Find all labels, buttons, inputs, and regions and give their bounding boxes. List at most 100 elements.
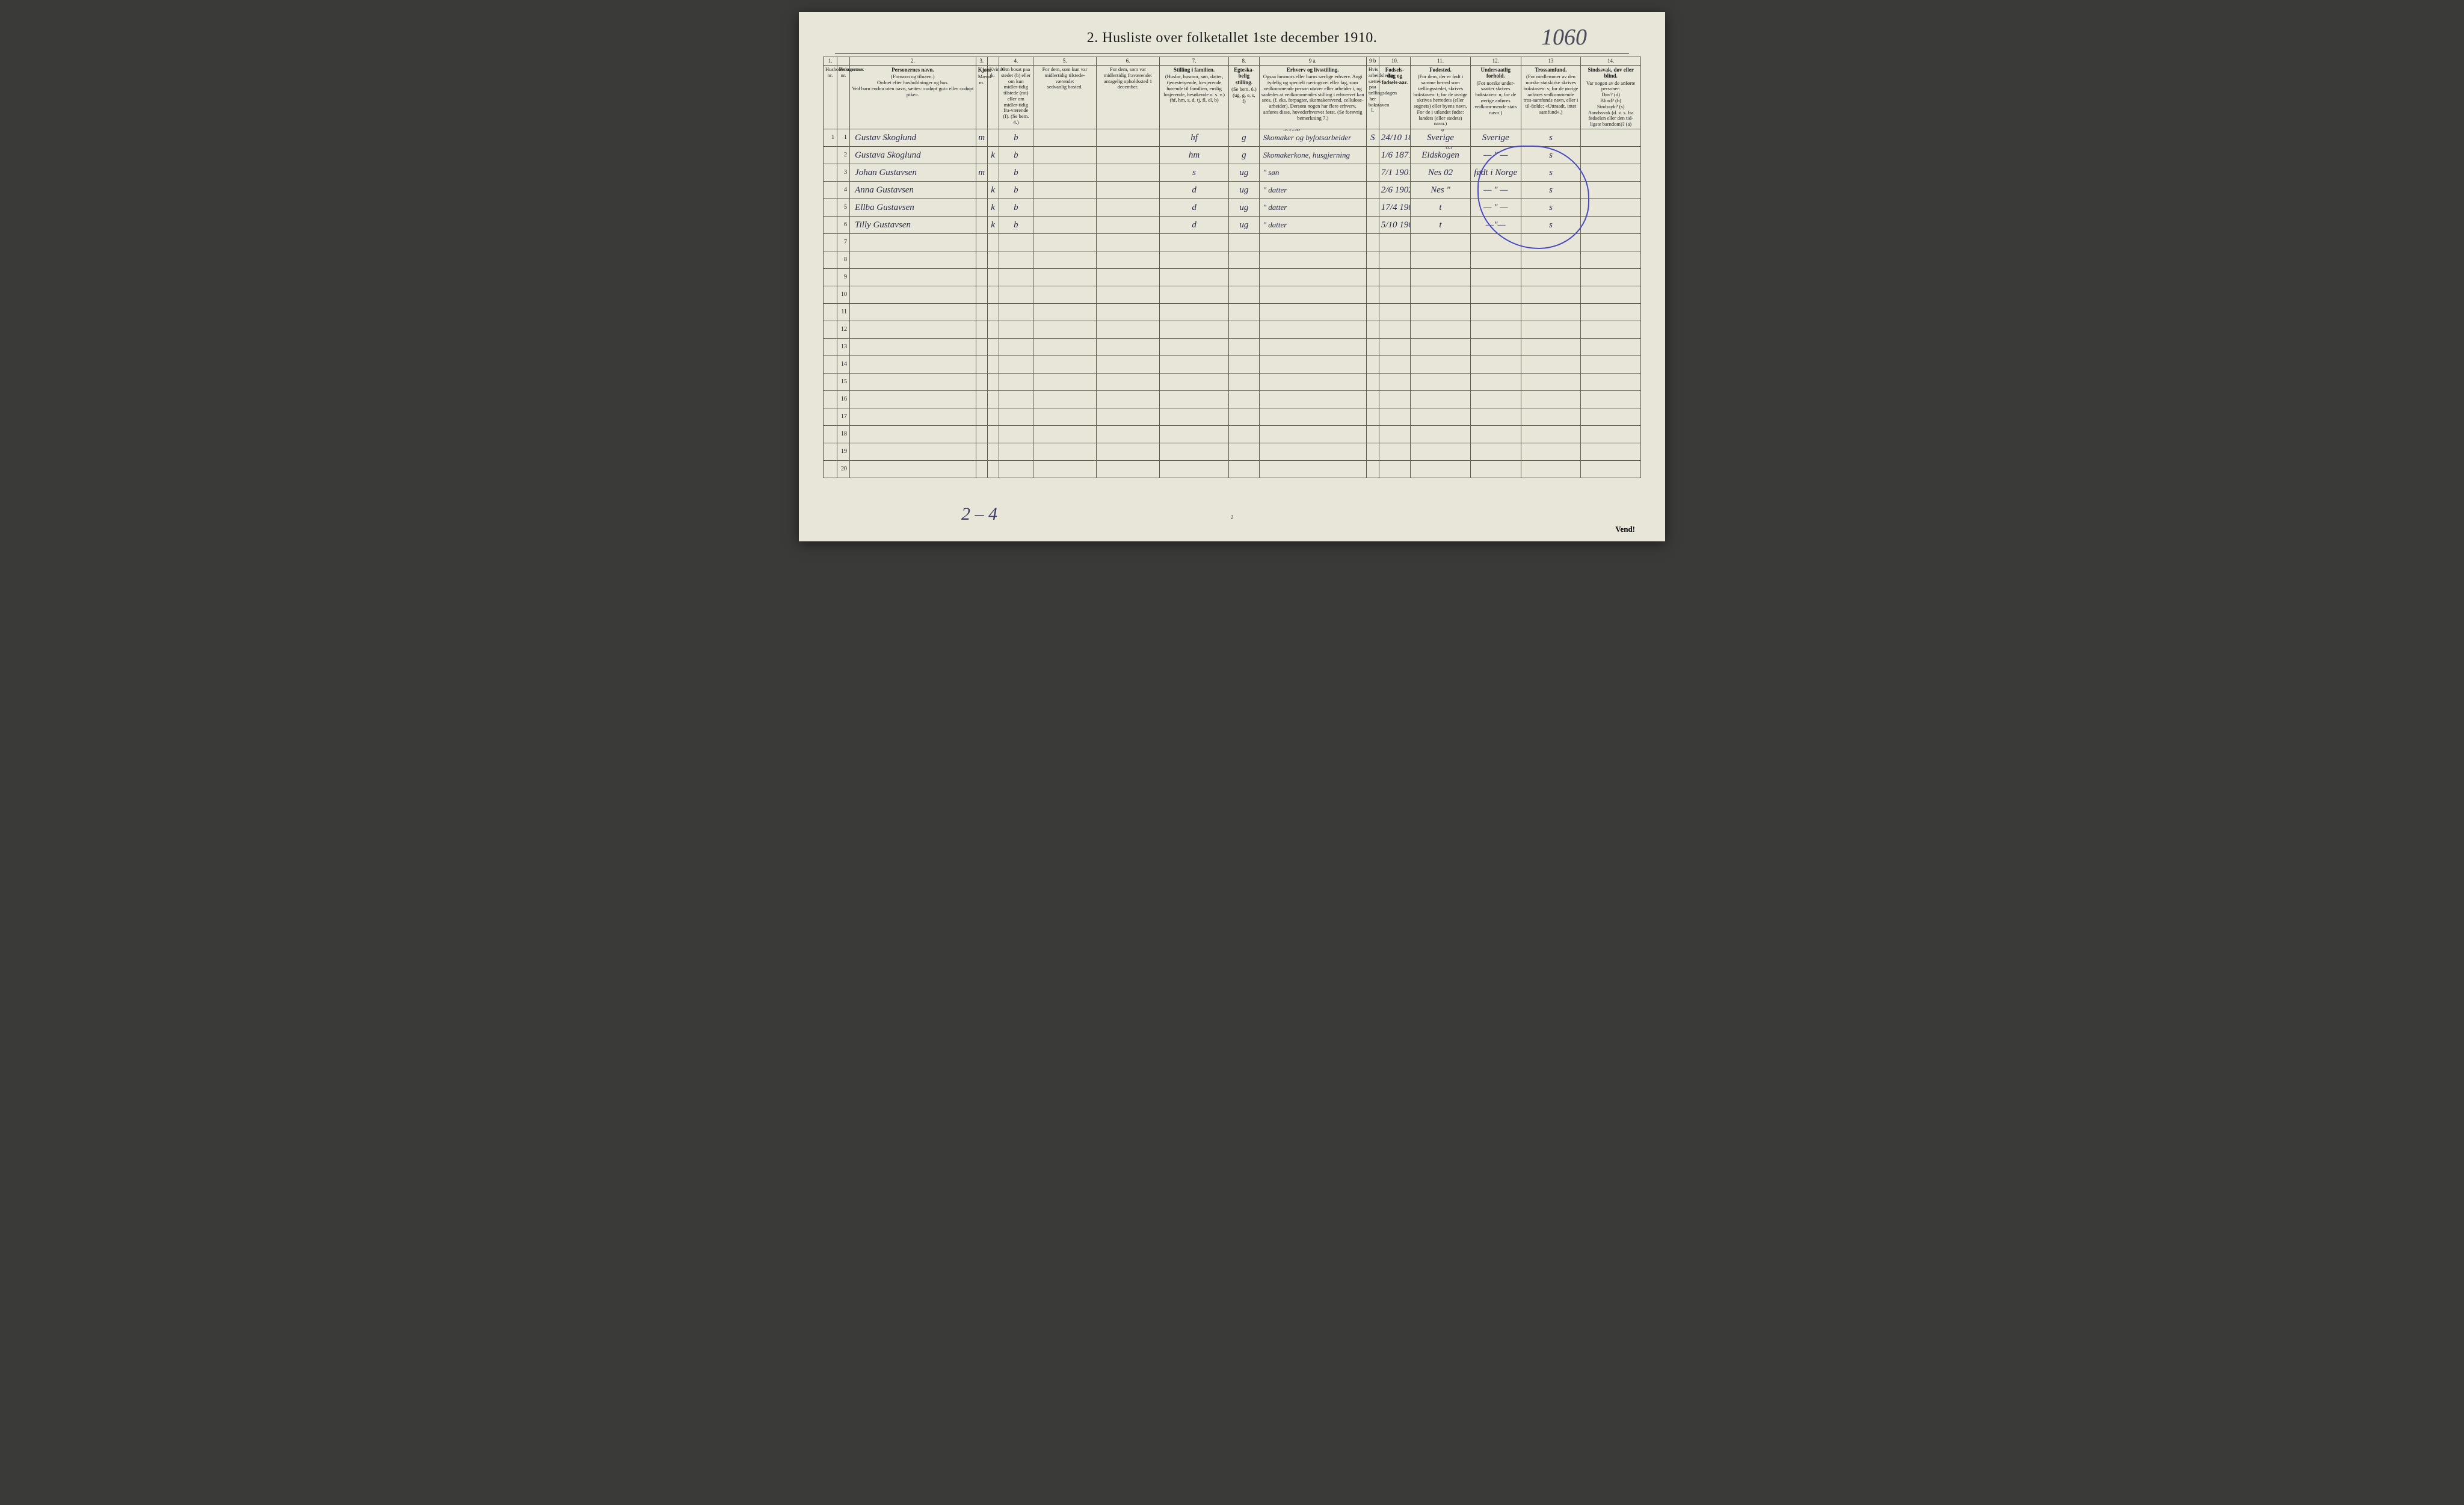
column-number: 8. bbox=[1229, 57, 1259, 66]
cell-empty bbox=[976, 268, 987, 286]
cell-stilling: d bbox=[1159, 199, 1228, 216]
cell-empty bbox=[1470, 408, 1521, 425]
cell-egte: g bbox=[1229, 146, 1259, 164]
cell-empty bbox=[976, 321, 987, 338]
cell-empty bbox=[824, 373, 837, 390]
cell-empty bbox=[1033, 251, 1097, 268]
cell-fodested: Nes 02 bbox=[1411, 164, 1471, 181]
cell-empty bbox=[1229, 460, 1259, 478]
column-number: 14. bbox=[1581, 57, 1641, 66]
cell-empty bbox=[1411, 338, 1471, 355]
column-number bbox=[987, 57, 999, 66]
cell-empty bbox=[1521, 390, 1581, 408]
cell-empty: 13 bbox=[837, 338, 850, 355]
cell-empty bbox=[1259, 425, 1366, 443]
cell-egte: ug bbox=[1229, 199, 1259, 216]
table-row-empty: 11 bbox=[824, 303, 1641, 321]
cell-empty bbox=[1366, 425, 1379, 443]
cell-empty bbox=[824, 268, 837, 286]
cell-col5 bbox=[1033, 199, 1097, 216]
cell-empty: 14 bbox=[837, 355, 850, 373]
column-number: 11. bbox=[1411, 57, 1471, 66]
annotation-above: 3.1.58 bbox=[1284, 129, 1301, 137]
cell-pn: 4 bbox=[837, 181, 850, 199]
cell-col5 bbox=[1033, 129, 1097, 146]
cell-col9b bbox=[1366, 199, 1379, 216]
cell-tros: s bbox=[1521, 164, 1581, 181]
cell-name: Anna Gustavsen bbox=[850, 181, 976, 199]
column-number-row: 1.2.3.4.5.6.7.8.9 a.9 b10.11.12.1314. bbox=[824, 57, 1641, 66]
cell-col14 bbox=[1581, 146, 1641, 164]
cell-fodsel: 17/4 1904 bbox=[1379, 199, 1410, 216]
cell-empty bbox=[1259, 338, 1366, 355]
cell-empty bbox=[850, 321, 976, 338]
cell-empty bbox=[1259, 408, 1366, 425]
cell-empty bbox=[1581, 233, 1641, 251]
cell-pn: 5 bbox=[837, 199, 850, 216]
footer-handwritten-note: 2 – 4 bbox=[961, 504, 997, 525]
cell-empty bbox=[1259, 251, 1366, 268]
cell-empty bbox=[987, 251, 999, 268]
cell-empty bbox=[1470, 286, 1521, 303]
cell-empty bbox=[1366, 408, 1379, 425]
census-page: 1060 2. Husliste over folketallet 1ste d… bbox=[799, 12, 1665, 541]
cell-empty bbox=[1521, 268, 1581, 286]
cell-empty bbox=[1033, 460, 1097, 478]
cell-empty bbox=[999, 408, 1033, 425]
cell-bosat: b bbox=[999, 199, 1033, 216]
cell-empty bbox=[850, 268, 976, 286]
cell-empty bbox=[1411, 251, 1471, 268]
cell-empty bbox=[1259, 373, 1366, 390]
table-row-empty: 8 bbox=[824, 251, 1641, 268]
table-row: 3Johan Gustavsenmbsug" søn7/1 1901Nes 02… bbox=[824, 164, 1641, 181]
cell-empty bbox=[1470, 268, 1521, 286]
cell-empty bbox=[1259, 321, 1366, 338]
cell-col9b bbox=[1366, 164, 1379, 181]
cell-empty bbox=[1033, 303, 1097, 321]
cell-empty: 12 bbox=[837, 321, 850, 338]
cell-m bbox=[976, 181, 987, 199]
cell-empty bbox=[1229, 390, 1259, 408]
cell-empty bbox=[999, 233, 1033, 251]
cell-empty bbox=[824, 233, 837, 251]
cell-empty bbox=[1229, 251, 1259, 268]
cell-empty bbox=[1159, 303, 1228, 321]
cell-col14 bbox=[1581, 129, 1641, 146]
table-row-empty: 15 bbox=[824, 373, 1641, 390]
cell-empty bbox=[1470, 303, 1521, 321]
cell-empty bbox=[1097, 303, 1160, 321]
cell-empty bbox=[1470, 390, 1521, 408]
cell-empty bbox=[824, 408, 837, 425]
cell-empty: 16 bbox=[837, 390, 850, 408]
cell-empty bbox=[850, 355, 976, 373]
cell-empty bbox=[1521, 408, 1581, 425]
cell-empty bbox=[1366, 338, 1379, 355]
table-row: 11Gustav Skoglundmbhfg3.1.58Skomaker og … bbox=[824, 129, 1641, 146]
cell-empty bbox=[1229, 425, 1259, 443]
cell-k: k bbox=[987, 181, 999, 199]
cell-empty bbox=[1097, 460, 1160, 478]
cell-empty bbox=[1097, 425, 1160, 443]
cell-k bbox=[987, 129, 999, 146]
cell-name: Ellba Gustavsen bbox=[850, 199, 976, 216]
cell-erhverv: " søn bbox=[1259, 164, 1366, 181]
cell-empty bbox=[1366, 355, 1379, 373]
cell-hh bbox=[824, 164, 837, 181]
column-number: 13 bbox=[1521, 57, 1581, 66]
cell-empty bbox=[1411, 303, 1471, 321]
cell-empty bbox=[976, 373, 987, 390]
column-number: 9 b bbox=[1366, 57, 1379, 66]
cell-empty bbox=[1259, 460, 1366, 478]
cell-bosat: b bbox=[999, 181, 1033, 199]
cell-empty bbox=[824, 355, 837, 373]
table-row-empty: 20 bbox=[824, 460, 1641, 478]
cell-bosat: b bbox=[999, 216, 1033, 233]
cell-col6 bbox=[1097, 146, 1160, 164]
cell-erhverv: 3.1.58Skomaker og byfotsarbeider bbox=[1259, 129, 1366, 146]
cell-empty bbox=[1229, 408, 1259, 425]
cell-empty bbox=[850, 425, 976, 443]
column-header-row: Husholdningernes nr.Personernes nr.Perso… bbox=[824, 66, 1641, 129]
table-row-empty: 9 bbox=[824, 268, 1641, 286]
cell-empty bbox=[1159, 355, 1228, 373]
cell-empty bbox=[1159, 373, 1228, 390]
